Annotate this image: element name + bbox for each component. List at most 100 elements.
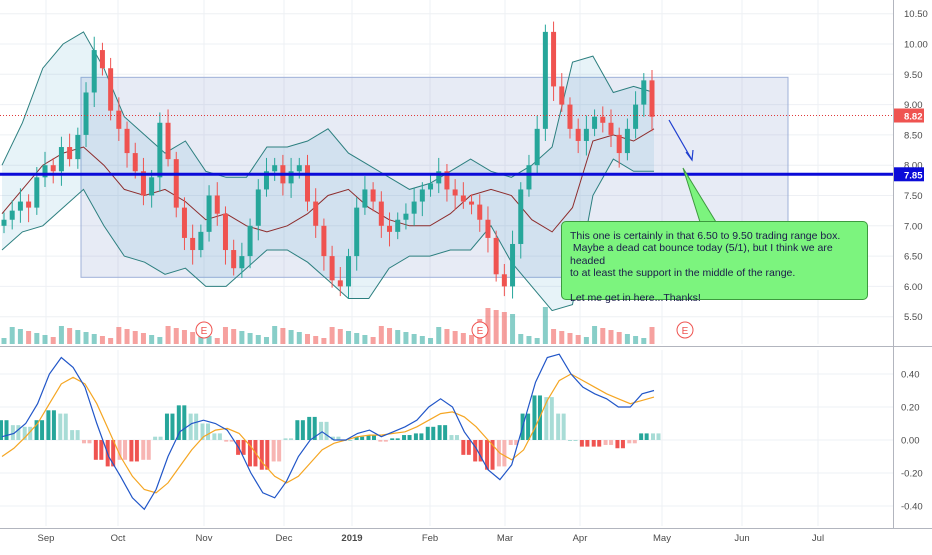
candle-body [444,171,450,190]
candle-body [165,122,171,160]
volume-bar [600,328,606,344]
volume-bar [452,331,458,344]
macd-histogram-bar [63,413,68,440]
macd-histogram-bar [419,433,424,440]
macd-histogram-bar [146,440,151,460]
candle-body [641,80,647,105]
macd-histogram-bar [627,440,632,444]
volume-bar [165,326,171,344]
candle-body [469,201,475,205]
candle-body [477,204,483,220]
earnings-marker [676,321,694,339]
candle-body [108,68,114,111]
candle-body [510,243,516,287]
volume-bar [592,326,598,344]
macd-histogram-bar [241,440,246,455]
macd-histogram-bar [330,436,335,440]
candle-body [411,201,417,214]
macd-histogram-bar [395,438,400,440]
candle-body [436,171,442,184]
candle-body [67,147,73,160]
candle-body [42,165,48,178]
candle-body [190,237,196,251]
macd-histogram-bar [609,440,614,445]
macd-histogram-bar [4,420,9,440]
candle-body [26,201,32,208]
macd-histogram-bar [485,440,490,470]
volume-bar [190,332,196,344]
candle-body [296,165,302,172]
candle-body [9,210,15,220]
volume-bar [337,329,343,344]
candle-body [206,195,212,232]
macd-axis-label: -0.40 [901,502,923,513]
time-axis-label: Jun [734,533,749,544]
candle-body [157,122,163,178]
macd-histogram-bar [170,413,175,440]
time-axis-label: Jul [812,533,824,544]
candle-body [395,219,401,232]
time-axis-label: Nov [196,533,213,544]
candle-body [181,207,187,238]
volume-bar [255,335,261,344]
volume-bar [26,331,32,344]
macd-histogram-bar [413,433,418,440]
macd-histogram-bar [390,438,395,440]
candle-body [362,189,368,208]
candle-body [75,134,81,160]
candle-body [239,256,245,269]
candle-body [592,116,598,129]
price-axis-label: 8.50 [904,130,923,141]
volume-bar [510,314,516,344]
candle-body [214,195,220,214]
macd-histogram-bar [454,435,459,440]
macd-histogram-bar [639,433,644,440]
macd-histogram-bar [478,440,483,462]
volume-bar [108,338,114,344]
annotation-callout[interactable]: This one is certainly in that 6.50 to 9.… [561,221,868,304]
macd-histogram-bar [176,405,181,440]
macd-histogram-bar [514,440,519,445]
volume-bar [485,308,491,344]
price-axis-label: 6.50 [904,252,923,263]
volume-bar [575,335,581,344]
volume-bar [17,329,23,344]
annotation-line-4: Let me get in here...Thanks! [570,291,701,304]
candle-body [124,128,130,154]
candle-body [370,189,376,202]
macd-histogram-bar [360,436,365,440]
volume-bar [140,333,146,344]
volume-bar [149,335,155,344]
macd-histogram-bar [164,413,169,440]
macd-histogram-bar [277,440,282,462]
macd-histogram-bar [206,423,211,440]
macd-histogram-bar [75,430,80,440]
macd-histogram-bar [579,440,584,447]
macd-histogram-bar [295,420,300,440]
macd-signal-line [1,373,655,494]
macd-histogram-bar [117,440,122,460]
macd-histogram-bar [366,435,371,440]
volume-bar [624,334,630,344]
candle-body [460,195,466,202]
volume-bar [608,330,614,344]
volume-bar [157,337,163,344]
volume-bar [198,334,204,344]
volume-bar [116,327,122,344]
candle-body [272,165,278,172]
candle-body [17,201,23,211]
volume-bar [321,338,327,344]
volume-bar [641,338,647,344]
macd-histogram-bar [194,413,199,440]
macd-histogram-bar [265,440,270,470]
candle-body [583,128,589,141]
macd-axis-label: 0.20 [901,403,920,414]
macd-histogram-bar [354,436,359,440]
volume-bar [526,336,532,344]
candle-body [263,171,269,190]
macd-histogram-bar [158,436,163,440]
candle-body [534,128,540,166]
macd-histogram-bar [656,433,661,440]
macd-axis-label: 0.40 [901,370,920,381]
time-axis-label: Dec [276,533,293,544]
